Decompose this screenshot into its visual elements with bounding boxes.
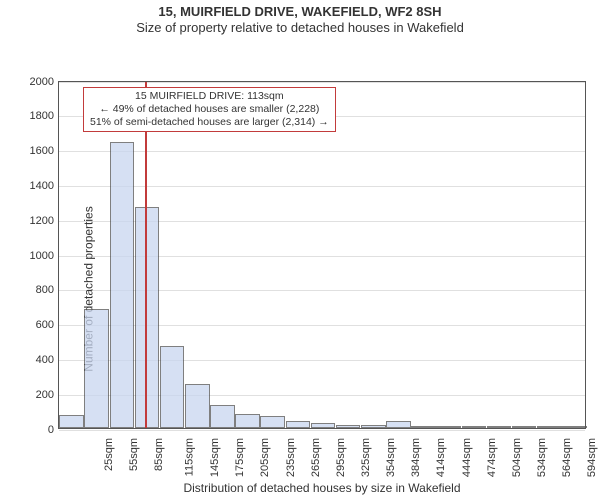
gridline [59, 82, 585, 83]
plot-region: 020040060080010001200140016001800200025s… [58, 81, 586, 429]
y-tick-label: 1400 [30, 180, 59, 192]
bar [487, 426, 512, 428]
annotation-box: 15 MUIRFIELD DRIVE: 113sqm← 49% of detac… [83, 87, 336, 132]
y-tick-label: 1000 [30, 250, 59, 262]
bar [537, 426, 562, 428]
bar [361, 425, 386, 427]
x-tick-label: 145sqm [209, 438, 221, 477]
y-tick-label: 800 [36, 284, 59, 296]
bar [562, 426, 587, 428]
x-tick-label: 354sqm [385, 438, 397, 477]
y-tick-label: 0 [48, 424, 59, 436]
bar [110, 142, 135, 427]
x-tick-label: 384sqm [410, 438, 422, 477]
x-tick-label: 205sqm [260, 438, 272, 477]
x-tick-label: 235sqm [285, 438, 297, 477]
title-main: 15, MUIRFIELD DRIVE, WAKEFIELD, WF2 8SH [0, 0, 600, 20]
bar [286, 421, 311, 428]
x-tick-label: 594sqm [586, 438, 598, 477]
y-tick-label: 1800 [30, 110, 59, 122]
bar [512, 426, 537, 428]
x-tick-label: 295sqm [335, 438, 347, 477]
x-tick-label: 265sqm [310, 438, 322, 477]
y-tick-label: 2000 [30, 76, 59, 88]
y-tick-label: 400 [36, 354, 59, 366]
bar [235, 414, 260, 427]
x-tick-label: 25sqm [103, 438, 115, 471]
bar [84, 309, 109, 427]
title-sub: Size of property relative to detached ho… [0, 20, 600, 38]
x-tick-label: 564sqm [561, 438, 573, 477]
reference-line [145, 82, 147, 428]
bar [59, 415, 84, 427]
y-tick-label: 1200 [30, 215, 59, 227]
bar [462, 426, 487, 428]
bar [436, 426, 461, 428]
x-tick-label: 325sqm [360, 438, 372, 477]
x-tick-label: 534sqm [536, 438, 548, 477]
x-tick-label: 175sqm [234, 438, 246, 477]
bar [260, 416, 285, 427]
bar [311, 423, 336, 427]
bar [411, 426, 436, 428]
x-tick-label: 55sqm [128, 438, 140, 471]
x-tick-label: 414sqm [436, 438, 448, 477]
bar [160, 346, 185, 428]
x-tick-label: 444sqm [461, 438, 473, 477]
gridline [59, 430, 585, 431]
y-tick-label: 1600 [30, 145, 59, 157]
x-tick-label: 504sqm [511, 438, 523, 477]
bar [185, 384, 210, 428]
bar [386, 421, 411, 427]
x-tick-label: 115sqm [183, 438, 195, 476]
y-tick-label: 600 [36, 319, 59, 331]
chart-area: Number of detached properties 0200400600… [0, 39, 600, 500]
y-tick-label: 200 [36, 389, 59, 401]
bar [210, 405, 235, 428]
x-tick-label: 474sqm [486, 438, 498, 477]
bar [336, 425, 361, 428]
gridline [59, 151, 585, 152]
x-tick-label: 85sqm [153, 438, 165, 471]
title-block: 15, MUIRFIELD DRIVE, WAKEFIELD, WF2 8SH … [0, 0, 600, 39]
annotation-line: 15 MUIRFIELD DRIVE: 113sqm [90, 90, 329, 103]
annotation-line: 51% of semi-detached houses are larger (… [90, 116, 329, 129]
annotation-line: ← 49% of detached houses are smaller (2,… [90, 103, 329, 116]
gridline [59, 186, 585, 187]
x-axis-label: Distribution of detached houses by size … [58, 481, 586, 495]
